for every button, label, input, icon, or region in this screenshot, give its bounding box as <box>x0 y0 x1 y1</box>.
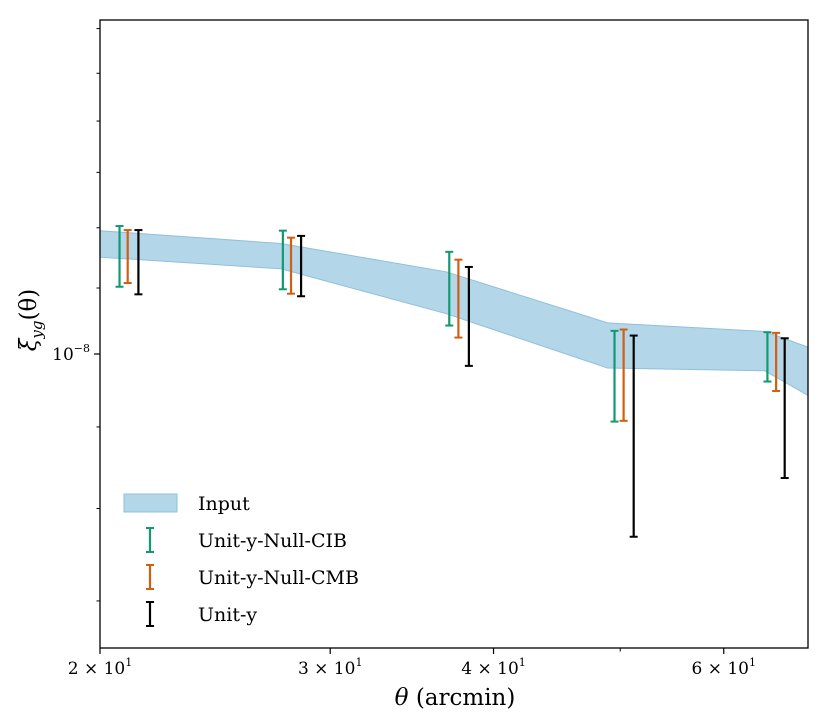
legend-marker-unit-y-null-cmb <box>146 564 154 590</box>
y-axis-title-sub: yg <box>28 321 46 340</box>
legend-swatch-input <box>123 493 178 513</box>
errorbar-unit-y-3 <box>464 265 473 367</box>
legend: Input Unit-y-Null-CIB Unit-y-Null-CMB Unit-… <box>123 493 359 627</box>
y-axis-title-arg: (θ) <box>16 289 42 321</box>
errorbar-unit-y-null-cmb-3 <box>454 258 463 339</box>
legend-label-unit-y: Unit-y <box>198 604 257 626</box>
series-unit-y-null-cmb <box>123 229 781 422</box>
series-unit-y-null-cib <box>115 225 772 423</box>
errorbar-unit-y-5 <box>780 337 789 480</box>
x-tick-label-1: 2 × 101 <box>68 656 133 679</box>
errorbar-unit-y-2 <box>297 234 306 298</box>
legend-marker-unit-y-null-cib <box>146 527 154 553</box>
input-band-layer <box>99 230 809 397</box>
errorbar-layer <box>115 225 789 538</box>
plot-frame <box>99 19 809 649</box>
x-tick-label-4: 6 × 101 <box>691 656 756 679</box>
input-band <box>99 230 809 397</box>
errorbar-unit-y-null-cmb-1 <box>123 229 132 284</box>
series-unit-y <box>134 229 789 538</box>
errorbar-unit-y-4 <box>629 334 638 538</box>
errorbar-unit-y-null-cmb-2 <box>287 236 296 295</box>
errorbar-unit-y-null-cib-4 <box>610 329 619 423</box>
x-tick-label-3: 4 × 101 <box>461 656 525 679</box>
errorbar-unit-y-null-cmb-5 <box>772 331 781 392</box>
legend-label-unit-y-null-cib: Unit-y-Null-CIB <box>198 530 347 552</box>
y-axis-title-main: ξ <box>16 337 42 351</box>
x-axis-title-unit: (arcmin) <box>416 685 516 711</box>
errorbar-unit-y-1 <box>134 229 143 296</box>
legend-label-input: Input <box>198 493 250 515</box>
errorbar-unit-y-null-cib-2 <box>278 229 287 291</box>
errorbar-unit-y-null-cib-3 <box>445 250 454 327</box>
errorbar-unit-y-null-cib-1 <box>115 225 124 288</box>
y-tick-label-1: 10−8 <box>52 342 90 365</box>
x-axis-title-var: θ <box>395 685 409 711</box>
errorbar-unit-y-null-cib-5 <box>763 331 772 383</box>
legend-marker-unit-y <box>146 601 154 627</box>
legend-label-unit-y-null-cmb: Unit-y-Null-CMB <box>198 567 359 589</box>
x-tick-label-2: 3 × 101 <box>298 656 363 679</box>
x-axis-title: θ (arcmin) <box>395 685 516 711</box>
y-axis-title: ξyg(θ) <box>16 289 46 352</box>
tick-layer: 2 × 101 3 × 101 4 × 101 6 × 101 10−8 <box>52 28 756 679</box>
errorbar-unit-y-null-cmb-4 <box>619 328 628 422</box>
